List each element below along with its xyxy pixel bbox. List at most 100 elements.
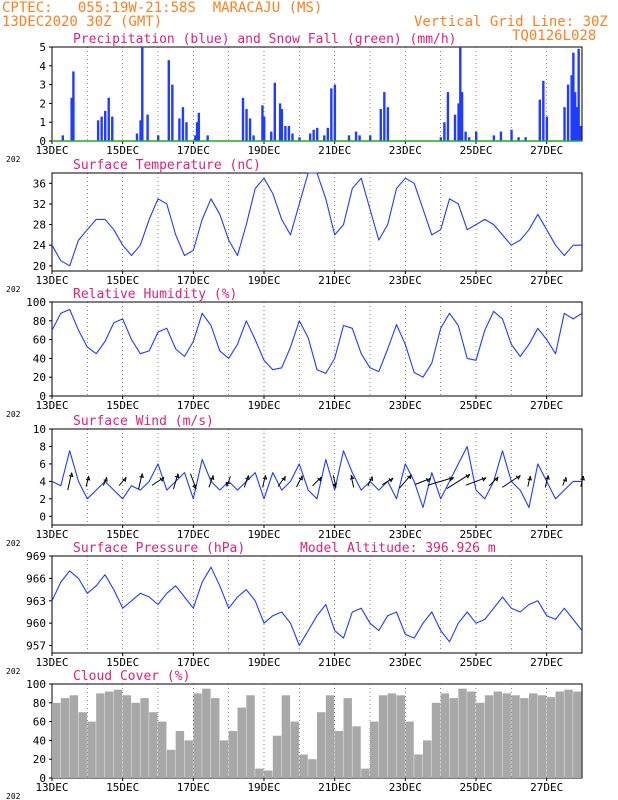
wind-arrow (262, 475, 266, 488)
x-tick-label: 17DEC (177, 656, 210, 669)
cloud-bar (52, 702, 61, 778)
wind-arrow-head (317, 476, 322, 482)
precip-bar (111, 116, 114, 141)
wind-arrow-head (262, 475, 268, 480)
cloud-bar (158, 721, 167, 778)
wind-arrow (544, 475, 549, 488)
header-run-time: 13DEC2020 30Z (GMT) (2, 14, 163, 30)
wind-arrow (138, 473, 143, 490)
x-tick-label: 13DEC (35, 656, 68, 669)
precip-bar (298, 137, 301, 141)
cloud-bar (555, 691, 564, 778)
cloud-bar (113, 689, 123, 778)
panel-title: Surface Temperature (nC) (73, 158, 261, 173)
cloud-bar (175, 731, 185, 778)
precip-bar (261, 105, 264, 141)
precip-bar (330, 88, 333, 141)
precip-bar (354, 131, 358, 141)
cloud-bar (140, 698, 149, 778)
y-tick-label: 40 (33, 734, 46, 747)
cloud-bar (493, 691, 503, 778)
x-tick-label: 23DEC (389, 781, 422, 794)
x-tick-label: 15DEC (106, 781, 139, 794)
wind-arrow (67, 472, 73, 491)
cloud-bar (564, 689, 573, 778)
wind-arrow-head (85, 475, 91, 481)
x-tick-label: 17DEC (177, 144, 210, 157)
wind-arrow-head (465, 473, 471, 479)
cloud-bar (272, 735, 282, 778)
cloud-bar (149, 712, 158, 778)
precip-bar (104, 110, 107, 141)
precip-bar (492, 135, 496, 141)
wind-arrow-head (103, 477, 108, 482)
precip-bar (563, 107, 566, 141)
wind-arrow-head (174, 473, 180, 479)
cloud-bar (78, 712, 87, 778)
precip-bar (579, 125, 582, 141)
precip-bar (475, 131, 478, 141)
cloud-bar (281, 695, 291, 778)
wind-arrow-head (493, 476, 499, 482)
wind-arrow-head (426, 477, 431, 483)
x-year-label: 202 (6, 539, 21, 548)
x-tick-label: 21DEC (318, 781, 351, 794)
wind-arrow-head (349, 474, 355, 480)
precip-bar (280, 109, 284, 141)
x-tick-label: 21DEC (318, 144, 351, 157)
x-tick-label: 21DEC (318, 656, 351, 669)
precip-bar (181, 107, 185, 141)
x-tick-label: 15DEC (106, 399, 139, 412)
y-tick-label: 1 (39, 116, 46, 129)
x-tick-label: 13DEC (35, 399, 68, 412)
x-tick-label: 23DEC (389, 528, 422, 541)
precip-bar (524, 137, 527, 141)
precip-bar (453, 114, 457, 141)
x-year-label: 202 (6, 410, 21, 419)
wind-arrow (382, 477, 394, 486)
panel-title: Relative Humidity (%) (73, 287, 237, 302)
precip-bar (323, 135, 326, 141)
cloud-bar (352, 726, 361, 778)
precip-bar (146, 114, 149, 141)
cloud-bar (414, 754, 423, 778)
x-year-label: 202 (6, 155, 21, 164)
cloud-bar (467, 691, 476, 778)
precip-bar (107, 97, 110, 141)
wind-arrow-head (192, 484, 197, 490)
y-tick-label: 20 (33, 371, 46, 384)
x-tick-label: 27DEC (530, 274, 563, 287)
y-tick-label: 10 (33, 423, 46, 436)
series-line (51, 308, 583, 378)
precip-bar (326, 127, 329, 141)
panel-title: Precipitation (blue) and Snow Fall (gree… (73, 32, 457, 47)
precip-bar (206, 135, 209, 141)
cloud-bar (193, 693, 202, 778)
y-tick-label: 40 (33, 352, 46, 365)
wind-arrow (243, 475, 249, 488)
wind-arrow-head (332, 483, 338, 488)
precip-bar (167, 60, 170, 141)
precip-bar (566, 84, 570, 141)
wind-arrow-head (245, 475, 250, 481)
cloud-bar (211, 698, 220, 778)
y-tick-label: 60 (33, 716, 46, 729)
y-tick-label: 20 (33, 753, 46, 766)
x-tick-label: 23DEC (389, 144, 422, 157)
cloud-bar (308, 759, 317, 778)
y-tick-label: 957 (26, 640, 46, 653)
precip-bar (171, 84, 174, 141)
precip-bar (139, 120, 142, 141)
panel-title: Cloud Cover (%) (73, 669, 190, 684)
wind-arrow-head (407, 474, 412, 480)
cloud-bar (537, 695, 547, 778)
cloud-bar (440, 693, 450, 778)
cloud-bar (361, 768, 370, 778)
wind-arrow-head (481, 476, 487, 482)
y-tick-label: 0 (39, 510, 46, 523)
wind-arrow (190, 473, 197, 490)
y-tick-label: 80 (33, 697, 46, 710)
wind-arrow-head (159, 477, 165, 482)
wind-arrow (102, 476, 108, 486)
x-tick-label: 15DEC (106, 656, 139, 669)
